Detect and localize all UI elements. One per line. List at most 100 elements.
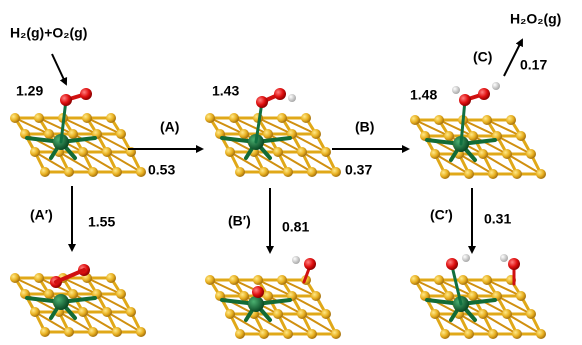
metal-atom	[53, 294, 69, 310]
gold-atom	[512, 329, 522, 339]
gold-atom	[10, 113, 20, 123]
step-label: (A)	[160, 119, 179, 135]
metal-atom	[248, 296, 264, 312]
gold-atom	[34, 273, 44, 283]
gold-atom	[225, 309, 235, 319]
gold-atom	[444, 291, 454, 301]
energy-label: 1.29	[16, 83, 43, 99]
energy-label: 1.48	[410, 87, 437, 103]
gold-atom	[263, 291, 273, 301]
product-label: H₂O₂(g)	[510, 11, 561, 27]
gold-atom	[259, 167, 269, 177]
gold-atom	[464, 329, 474, 339]
step-label: (B′)	[228, 213, 251, 229]
gold-atom	[229, 113, 239, 123]
gold-atom	[10, 273, 20, 283]
gold-atom	[440, 169, 450, 179]
gold-atom	[112, 167, 122, 177]
hydrogen-atom	[500, 254, 508, 262]
gold-atom	[112, 327, 122, 337]
oxygen-atom	[508, 258, 520, 270]
step-value: 0.37	[345, 162, 372, 178]
oxygen-atom	[274, 88, 286, 100]
gold-atom	[526, 309, 536, 319]
gold-atom	[30, 147, 40, 157]
gold-atom	[321, 147, 331, 157]
gold-atom	[34, 113, 44, 123]
gold-atom	[488, 169, 498, 179]
gold-atom	[502, 309, 512, 319]
gold-atom	[301, 113, 311, 123]
gold-atom	[297, 147, 307, 157]
gold-atom	[488, 329, 498, 339]
step-label: (A′)	[30, 207, 53, 223]
hydrogen-atom	[288, 94, 296, 102]
gold-atom	[273, 309, 283, 319]
gold-atom	[88, 327, 98, 337]
energy-label: 1.43	[212, 83, 239, 99]
gold-atom	[30, 307, 40, 317]
gold-atom	[331, 329, 341, 339]
gold-atom	[283, 167, 293, 177]
gold-atom	[116, 289, 126, 299]
gold-atom	[68, 129, 78, 139]
gold-atom	[106, 113, 116, 123]
gold-atom	[516, 131, 526, 141]
gold-atom	[277, 275, 287, 285]
surface-models	[10, 82, 546, 339]
gold-atom	[126, 307, 136, 317]
step-label: (B)	[355, 119, 374, 135]
gold-atom	[88, 167, 98, 177]
gold-atom	[430, 309, 440, 319]
gold-atom	[297, 309, 307, 319]
gold-atom	[136, 327, 146, 337]
gold-atom	[482, 115, 492, 125]
oxygen-atom	[478, 88, 490, 100]
step-value: 0.81	[282, 219, 309, 235]
hydrogen-atom	[292, 256, 300, 264]
hydrogen-atom	[492, 82, 500, 90]
gold-atom	[225, 147, 235, 157]
step-value: 0.53	[148, 162, 175, 178]
gold-atom	[468, 291, 478, 301]
gold-atom	[478, 309, 488, 319]
gold-atom	[253, 275, 263, 285]
gold-atom	[440, 329, 450, 339]
hydrogen-atom	[462, 254, 470, 262]
gold-atom	[458, 275, 468, 285]
gold-atom	[235, 329, 245, 339]
gold-atom	[516, 291, 526, 301]
oxygen-atom	[60, 94, 72, 106]
gold-atom	[273, 147, 283, 157]
gold-atom	[283, 329, 293, 339]
gold-atom	[307, 329, 317, 339]
oxygen-atom	[252, 286, 264, 298]
gold-atom	[40, 167, 50, 177]
hydrogen-atom	[452, 86, 460, 94]
gold-atom	[64, 327, 74, 337]
gold-atom	[102, 147, 112, 157]
gold-atom	[205, 275, 215, 285]
gold-atom	[116, 129, 126, 139]
gold-atom	[82, 113, 92, 123]
gold-atom	[536, 329, 546, 339]
gold-atom	[68, 289, 78, 299]
gold-atom	[235, 167, 245, 177]
gold-atom	[502, 149, 512, 159]
gold-atom	[311, 129, 321, 139]
gold-atom	[239, 129, 249, 139]
gold-atom	[307, 167, 317, 177]
gold-atom	[136, 167, 146, 177]
step-label: (C′)	[430, 207, 453, 223]
gold-atom	[410, 275, 420, 285]
gold-atom	[311, 291, 321, 301]
gold-atom	[321, 309, 331, 319]
gold-atom	[331, 167, 341, 177]
gold-atom	[434, 115, 444, 125]
step-value: 1.55	[88, 214, 115, 230]
oxygen-atom	[304, 258, 316, 270]
gold-atom	[277, 113, 287, 123]
gold-atom	[512, 169, 522, 179]
gold-atom	[44, 289, 54, 299]
diagram: H₂(g)+O₂(g) H₂O₂(g) 1.29 1.43 1.48 (A) 0…	[0, 0, 582, 340]
